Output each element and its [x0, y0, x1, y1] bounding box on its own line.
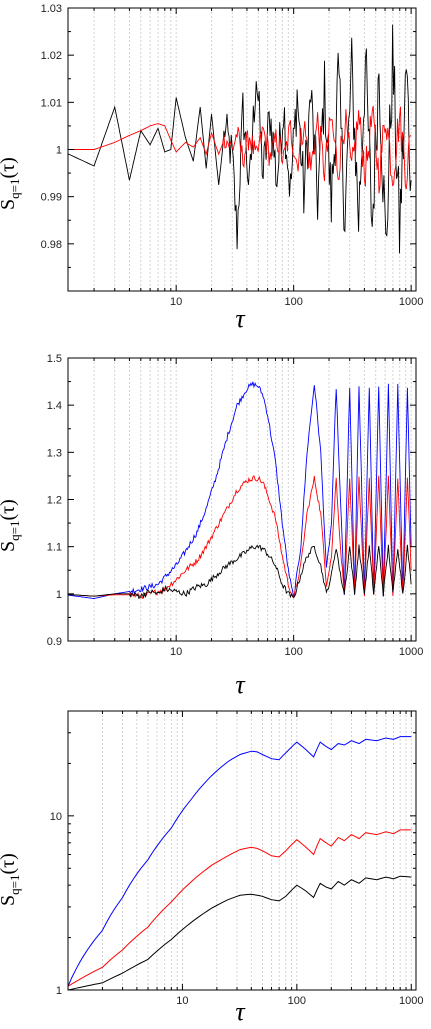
y-tick-label: 1: [56, 985, 62, 997]
panel-3-series: [68, 736, 412, 990]
y-tick-label: 1.02: [41, 50, 62, 62]
x-tick-label: 10: [170, 296, 182, 308]
y-tick-label: 0.99: [41, 192, 62, 204]
x-tick-label: 1000: [399, 646, 423, 658]
panel-2-xlabel: τ: [235, 670, 246, 699]
y-tick-label: 10: [50, 811, 62, 823]
y-tick-label: 1: [56, 145, 62, 157]
panel-1-series-1-line: [68, 24, 412, 254]
y-tick-label: 1.1: [47, 542, 62, 554]
y-tick-label: 1.3: [47, 447, 62, 459]
y-tick-label: 1.5: [47, 353, 62, 365]
panel-3-series-1-line: [68, 736, 412, 987]
panel-3-grid: [67, 711, 412, 990]
panel-3-frame: [67, 710, 417, 991]
panel-2-y-axis: 0.9 1 1.1 1.2 1.3 1.4 1.5: [47, 353, 416, 648]
y-tick-label: 1: [56, 589, 62, 601]
x-tick-label: 1000: [399, 995, 423, 1007]
panel-3: Sq=1(τ) τ 10 100 1000 1 10: [0, 710, 424, 1026]
panel-2-frame: [67, 357, 417, 642]
panel-1-xlabel: τ: [235, 304, 246, 333]
x-tick-label: 10: [176, 995, 188, 1007]
panel-1-series: [68, 24, 412, 254]
panel-3-x-axis: 10 100 1000: [67, 711, 424, 1007]
panel-2-series: [68, 381, 412, 600]
panel-1-y-axis: 0.98 0.99 1 1.01 1.02 1.03: [41, 3, 416, 292]
y-tick-label: 0.9: [47, 636, 62, 648]
panel-1-ylabel: Sq=1(τ): [0, 157, 22, 210]
panel-2-x-axis: 10 100 1000: [93, 358, 423, 658]
panel-1-x-axis: 10 100 1000: [93, 8, 423, 308]
y-tick-label: 1.4: [47, 400, 62, 412]
x-tick-label: 10: [170, 646, 182, 658]
panel-3-ylabel: Sq=1(τ): [0, 853, 22, 906]
y-tick-label: 0.98: [41, 239, 62, 251]
panel-2-series-2-line: [68, 475, 412, 600]
panel-2-ylabel: Sq=1(τ): [0, 499, 22, 552]
panel-2: Sq=1(τ) τ 10 100 1000 0.9 1 1.1 1.2 1.3 1.4 1.5: [0, 353, 423, 699]
panel-3-series-2-line: [68, 829, 412, 987]
panel-1-series-2-line: [68, 105, 412, 194]
panel-3-xlabel: τ: [235, 997, 246, 1026]
x-tick-label: 100: [284, 646, 302, 658]
y-tick-label: 1.03: [41, 3, 62, 15]
panel-1: Sq=1(τ) τ 10 100 1000 0.98 0.99 1 1.01 1.02 1.03: [0, 3, 423, 333]
panel-2-grid: [93, 358, 412, 641]
y-tick-label: 1.2: [47, 495, 62, 507]
panel-2-series-3-line: [68, 544, 412, 599]
x-tick-label: 100: [284, 296, 302, 308]
x-tick-label: 1000: [399, 296, 423, 308]
panel-3-y-axis: 1 10: [50, 710, 416, 997]
x-tick-label: 100: [288, 995, 306, 1007]
panel-1-grid: [93, 8, 412, 291]
panel-3-series-3-line: [68, 875, 412, 990]
y-tick-label: 1.01: [41, 97, 62, 109]
